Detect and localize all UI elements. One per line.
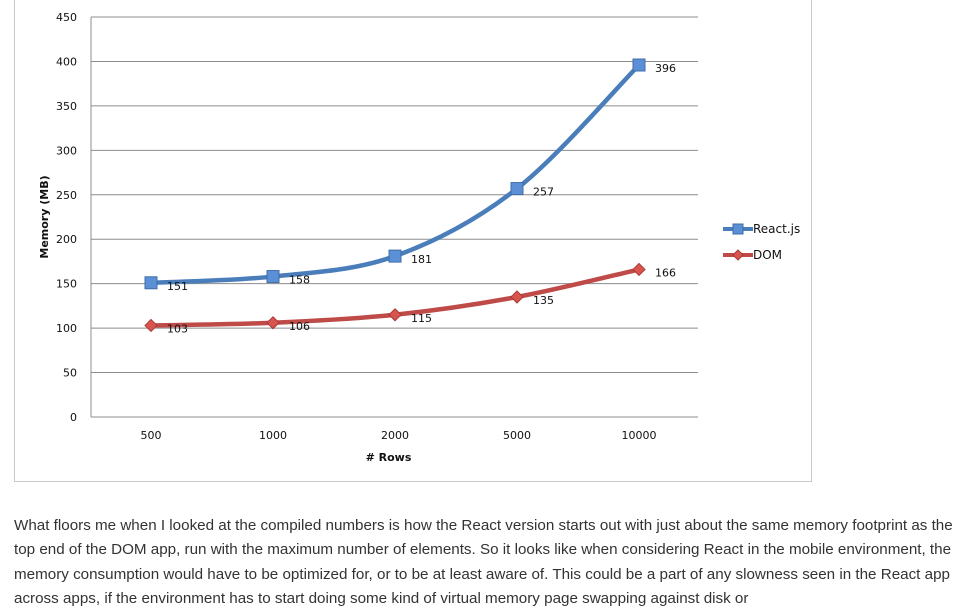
data-label-react-js-5000: 257 (533, 186, 554, 199)
x-tick-label-2000: 2000 (381, 429, 409, 442)
chart-frame: 0 50 100 150 200 250 300 350 400 450 500 1000 2000 50… (14, 0, 812, 482)
y-axis-title: Memory (MB) (38, 175, 51, 258)
data-point-react-js-500 (144, 276, 158, 290)
data-point-react-js-5000 (510, 182, 524, 196)
y-tick-label-200: 200 (56, 233, 77, 246)
data-label-dom-500: 103 (167, 322, 188, 335)
data-point-dom-1000 (266, 316, 280, 330)
y-tick-label-350: 350 (56, 100, 77, 113)
y-tick-label-450: 450 (56, 11, 77, 24)
y-tick-label-50: 50 (63, 367, 77, 380)
data-label-dom-2000: 115 (411, 312, 432, 325)
legend-label-react-js: React.js (753, 222, 800, 236)
x-tick-label-5000: 5000 (503, 429, 531, 442)
data-label-react-js-1000: 158 (289, 274, 310, 287)
y-tick-label-250: 250 (56, 189, 77, 202)
data-point-react-js-2000 (388, 249, 402, 263)
data-label-react-js-10000: 396 (655, 62, 676, 75)
x-tick-label-10000: 10000 (622, 429, 657, 442)
data-point-dom-2000 (388, 308, 402, 322)
x-tick-label-1000: 1000 (259, 429, 287, 442)
data-point-react-js-1000 (266, 270, 280, 284)
article-paragraph: What floors me when I looked at the comp… (14, 517, 953, 607)
y-tick-label-300: 300 (56, 144, 77, 157)
data-point-react-js-10000 (632, 58, 646, 72)
x-tick-label-500: 500 (141, 429, 162, 442)
legend-marker-react-js (732, 223, 744, 235)
legend-marker-dom (732, 249, 744, 261)
data-label-dom-10000: 166 (655, 266, 676, 279)
legend-label-dom: DOM (753, 248, 782, 262)
x-axis-title: # Rows (366, 451, 412, 464)
y-tick-label-150: 150 (56, 278, 77, 291)
y-tick-label-400: 400 (56, 55, 77, 68)
data-label-react-js-2000: 181 (411, 253, 432, 266)
memory-line-chart: 0 50 100 150 200 250 300 350 400 450 500 1000 2000 50… (38, 11, 800, 464)
y-tick-label-0: 0 (70, 411, 77, 424)
data-label-dom-1000: 106 (289, 320, 310, 333)
data-label-react-js-500: 151 (167, 280, 188, 293)
data-point-dom-5000 (510, 290, 524, 304)
data-label-dom-5000: 135 (533, 294, 554, 307)
y-tick-label-100: 100 (56, 322, 77, 335)
data-point-dom-10000 (632, 262, 646, 277)
data-point-dom-500 (144, 318, 158, 333)
